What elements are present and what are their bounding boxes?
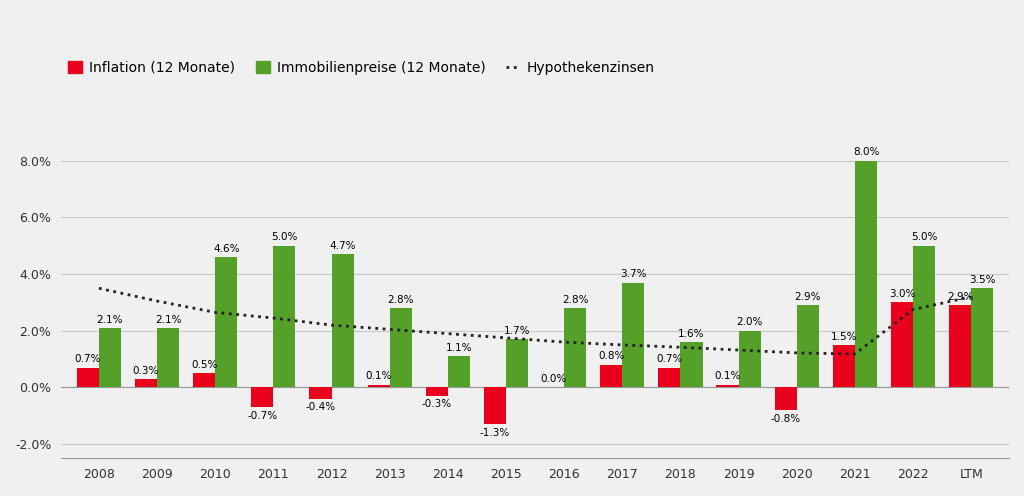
Text: -0.8%: -0.8% [771, 414, 801, 424]
Bar [680, 342, 702, 387]
Bar [77, 368, 99, 387]
Bar [157, 328, 179, 387]
Bar [273, 246, 296, 387]
Bar [797, 305, 819, 387]
Bar [135, 379, 157, 387]
Text: 1.6%: 1.6% [678, 329, 705, 339]
Text: 5.0%: 5.0% [271, 233, 298, 243]
Text: 8.0%: 8.0% [853, 147, 880, 157]
Bar [738, 331, 761, 387]
Text: 0.8%: 0.8% [598, 351, 625, 362]
Text: -1.3%: -1.3% [480, 428, 510, 437]
Bar [658, 368, 680, 387]
Text: -0.7%: -0.7% [247, 411, 278, 421]
Bar [215, 257, 238, 387]
Text: 1.7%: 1.7% [504, 326, 530, 336]
Text: 1.5%: 1.5% [830, 331, 857, 342]
Bar [390, 308, 412, 387]
Bar [426, 387, 447, 396]
Legend: Inflation (12 Monate), Immobilienpreise (12 Monate), Hypothekenzinsen: Inflation (12 Monate), Immobilienpreise … [68, 61, 655, 75]
Bar [913, 246, 935, 387]
Text: 3.0%: 3.0% [889, 289, 915, 299]
Text: 2.0%: 2.0% [736, 317, 763, 327]
Bar [600, 365, 623, 387]
Bar [774, 387, 797, 410]
Bar [891, 303, 913, 387]
Text: 0.1%: 0.1% [715, 371, 740, 381]
Bar [484, 387, 506, 424]
Text: 1.1%: 1.1% [445, 343, 472, 353]
Text: 0.5%: 0.5% [190, 360, 217, 370]
Text: 4.7%: 4.7% [330, 241, 355, 251]
Text: 4.6%: 4.6% [213, 244, 240, 254]
Text: 0.7%: 0.7% [75, 354, 101, 364]
Text: 0.3%: 0.3% [133, 366, 159, 375]
Text: 2.8%: 2.8% [387, 295, 414, 305]
Bar [717, 384, 738, 387]
Text: 2.8%: 2.8% [562, 295, 589, 305]
Bar [506, 339, 528, 387]
Bar [309, 387, 332, 399]
Text: 5.0%: 5.0% [911, 233, 937, 243]
Bar [447, 356, 470, 387]
Bar [194, 373, 215, 387]
Text: -0.3%: -0.3% [422, 399, 452, 409]
Bar [623, 283, 644, 387]
Bar [332, 254, 353, 387]
Bar [99, 328, 121, 387]
Bar [949, 305, 971, 387]
Bar [368, 384, 390, 387]
Text: 2.9%: 2.9% [947, 292, 974, 302]
Text: 2.9%: 2.9% [795, 292, 821, 302]
Bar [855, 161, 877, 387]
Bar [251, 387, 273, 407]
Text: 2.1%: 2.1% [96, 314, 123, 324]
Text: 3.5%: 3.5% [969, 275, 995, 285]
Text: 0.7%: 0.7% [656, 354, 683, 364]
Bar [833, 345, 855, 387]
Bar [971, 288, 993, 387]
Bar [564, 308, 586, 387]
Text: 0.0%: 0.0% [540, 374, 566, 384]
Text: 3.7%: 3.7% [621, 269, 646, 279]
Text: 0.1%: 0.1% [366, 371, 392, 381]
Text: -0.4%: -0.4% [305, 402, 336, 412]
Text: 2.1%: 2.1% [155, 314, 181, 324]
